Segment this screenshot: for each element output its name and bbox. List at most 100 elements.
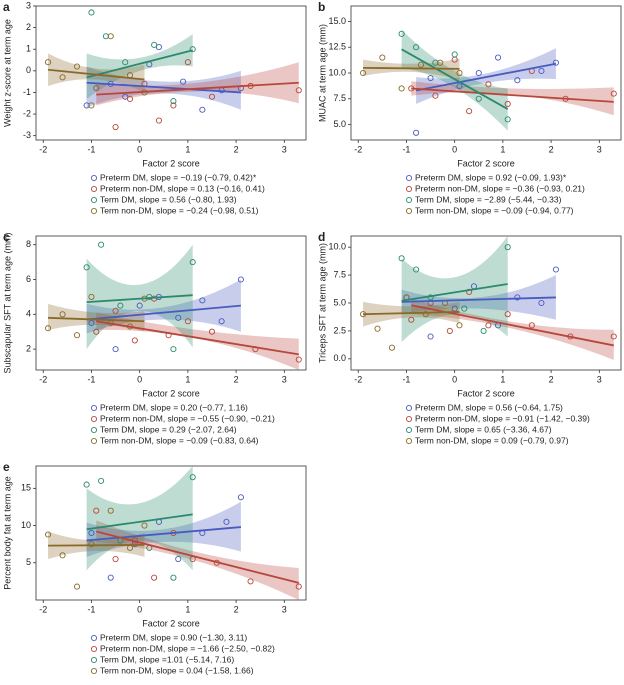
data-point bbox=[461, 305, 468, 312]
fit-line bbox=[96, 530, 299, 584]
fit-line bbox=[86, 304, 241, 321]
x-tick-label: 2 bbox=[549, 374, 554, 384]
x-tick-label: 0 bbox=[452, 144, 457, 154]
legend-marker bbox=[90, 196, 98, 204]
y-tick-label: 7.5 bbox=[333, 269, 346, 279]
legend-text: Term DM, slope = 0.29 (−2.07, 2.64) bbox=[100, 424, 237, 434]
fit-line bbox=[363, 66, 460, 70]
x-tick-label: 3 bbox=[597, 144, 602, 154]
x-tick-label: -1 bbox=[402, 144, 410, 154]
data-point bbox=[475, 69, 482, 77]
plot-layer bbox=[360, 236, 617, 360]
legend-marker bbox=[90, 656, 98, 664]
data-point bbox=[107, 507, 114, 514]
data-point bbox=[180, 78, 187, 85]
confidence-band bbox=[96, 520, 299, 600]
confidence-band bbox=[96, 312, 299, 370]
data-point bbox=[107, 33, 114, 40]
data-point bbox=[208, 93, 216, 100]
y-tick-label: 15.0 bbox=[328, 16, 346, 26]
data-point bbox=[504, 311, 511, 318]
data-point bbox=[151, 574, 158, 581]
data-point bbox=[170, 98, 177, 105]
y-tick-label: 2 bbox=[26, 343, 31, 353]
data-point bbox=[98, 477, 105, 484]
y-tick-label: 0.0 bbox=[333, 353, 346, 363]
legend-marker bbox=[405, 196, 413, 204]
legend-marker bbox=[90, 404, 98, 412]
plot-layer bbox=[45, 466, 302, 600]
fit-line bbox=[86, 294, 193, 304]
data-point bbox=[528, 322, 535, 329]
x-tick-label: 0 bbox=[452, 374, 457, 384]
x-axis-label: Factor 2 score bbox=[142, 388, 200, 398]
plot-frame bbox=[35, 5, 307, 141]
data-point bbox=[446, 327, 453, 334]
data-point bbox=[170, 346, 177, 353]
data-point bbox=[175, 556, 182, 563]
data-point bbox=[45, 531, 52, 538]
legend-text: Term non-DM, slope = −0.09 (−0.94, 0.77) bbox=[415, 205, 574, 215]
data-point bbox=[422, 311, 429, 318]
x-tick-label: 2 bbox=[549, 144, 554, 154]
y-axis-label: Percent body fat at term age bbox=[2, 476, 12, 590]
data-point bbox=[98, 241, 105, 248]
legend-text: Term non-DM, slope = 0.04 (−1.58, 1.66) bbox=[100, 665, 254, 675]
data-point bbox=[504, 244, 511, 251]
confidence-band bbox=[86, 501, 241, 557]
plot-frame bbox=[350, 5, 622, 141]
panel-letter: d bbox=[318, 230, 325, 244]
x-tick-label: -1 bbox=[87, 374, 95, 384]
confidence-band bbox=[363, 301, 460, 327]
fit-line bbox=[47, 68, 145, 81]
y-tick-label: 4 bbox=[26, 309, 31, 319]
data-point bbox=[189, 474, 196, 481]
x-tick-label: 1 bbox=[185, 374, 190, 384]
data-point bbox=[73, 63, 81, 70]
x-tick-label: 0 bbox=[137, 374, 142, 384]
y-tick-label: 5.0 bbox=[333, 119, 346, 129]
fit-line bbox=[48, 316, 145, 323]
legend-text: Preterm DM, slope = −0.19 (−0.79, 0.42)* bbox=[100, 172, 257, 182]
panel-letter: e bbox=[3, 460, 10, 474]
data-point bbox=[59, 311, 66, 318]
data-point bbox=[538, 67, 545, 74]
legend-text: Preterm non-DM, slope = −0.55 (−0.90, −0… bbox=[100, 413, 275, 423]
y-tick-label: 2 bbox=[26, 22, 31, 32]
legend-text: Preterm non-DM, slope = −0.36 (−0.93, 0.… bbox=[415, 183, 585, 193]
legend-text: Preterm non-DM, slope = −1.66 (−2.50, −0… bbox=[100, 643, 275, 653]
x-tick-label: -1 bbox=[87, 144, 95, 154]
confidence-band bbox=[411, 81, 614, 116]
data-point bbox=[112, 307, 119, 314]
confidence-band bbox=[96, 62, 299, 106]
confidence-band bbox=[86, 34, 193, 99]
x-tick-label: 2 bbox=[234, 374, 239, 384]
data-point bbox=[427, 75, 434, 82]
legend-marker bbox=[90, 437, 98, 445]
y-tick-label: 10.0 bbox=[328, 67, 346, 77]
data-point bbox=[93, 85, 100, 92]
data-point bbox=[610, 333, 617, 340]
data-point bbox=[170, 574, 177, 581]
data-point bbox=[398, 30, 405, 37]
y-tick-label: 7.5 bbox=[333, 93, 346, 103]
data-point bbox=[417, 61, 424, 68]
data-point bbox=[295, 87, 302, 94]
plot-frame bbox=[35, 465, 307, 601]
data-point bbox=[88, 293, 95, 300]
data-point bbox=[247, 578, 254, 585]
y-tick-label: 1 bbox=[26, 44, 31, 54]
data-point bbox=[117, 302, 124, 309]
data-point bbox=[456, 69, 463, 77]
panel-letter: b bbox=[318, 0, 325, 14]
y-tick-label: -3 bbox=[23, 130, 31, 140]
plot-layer bbox=[360, 29, 617, 136]
data-point bbox=[374, 325, 381, 332]
x-tick-label: 3 bbox=[282, 374, 287, 384]
data-point bbox=[295, 583, 302, 590]
data-point bbox=[237, 276, 244, 283]
data-point bbox=[514, 294, 521, 301]
fit-line bbox=[86, 513, 193, 531]
confidence-band bbox=[411, 298, 614, 360]
data-point bbox=[151, 41, 158, 48]
